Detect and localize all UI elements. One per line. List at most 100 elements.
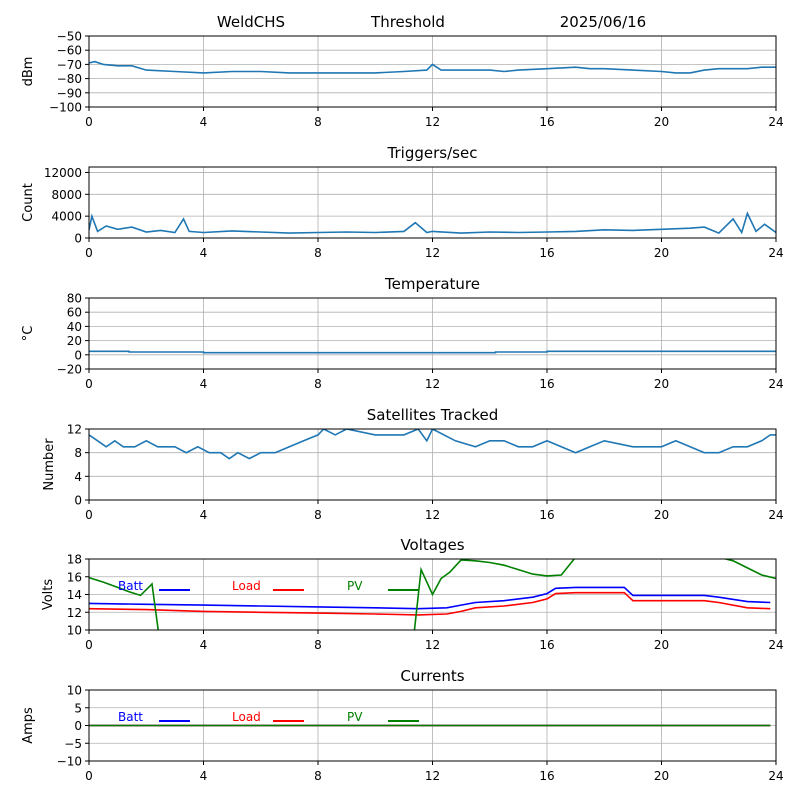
x-tick-label: 12 xyxy=(425,115,440,129)
y-tick-label: 4000 xyxy=(51,210,82,224)
series-line-signal xyxy=(89,60,776,74)
x-tick-label: 8 xyxy=(314,115,322,129)
x-tick-label: 16 xyxy=(539,246,554,260)
x-tick-label: 4 xyxy=(200,115,208,129)
x-tick-label: 24 xyxy=(768,246,783,260)
y-tick-label: 8000 xyxy=(51,188,82,202)
y-tick-label: 18 xyxy=(67,553,82,567)
panel-title: Temperature xyxy=(384,275,480,293)
y-tick-label: 40 xyxy=(67,320,82,334)
y-tick-label: −100 xyxy=(49,101,82,115)
x-tick-label: 12 xyxy=(425,508,440,522)
x-tick-label: 8 xyxy=(314,377,322,391)
y-tick-label: −80 xyxy=(57,72,82,86)
y-tick-label: −70 xyxy=(57,58,82,72)
y-tick-label: 14 xyxy=(67,588,82,602)
y-tick-label: −10 xyxy=(57,755,82,769)
x-tick-label: 24 xyxy=(768,769,783,783)
x-tick-label: 20 xyxy=(654,377,669,391)
y-tick-label: 0 xyxy=(74,232,82,246)
y-tick-label: 80 xyxy=(67,292,82,306)
y-tick-label: 12000 xyxy=(44,166,82,180)
legend-label-load: Load xyxy=(232,710,261,724)
y-tick-label: 10 xyxy=(67,624,82,638)
y-tick-label: 16 xyxy=(67,570,82,584)
x-tick-label: 4 xyxy=(200,246,208,260)
legend-label-batt: Batt xyxy=(118,710,143,724)
y-axis-label: Count xyxy=(21,183,36,222)
header-station: WeldCHS xyxy=(217,13,285,31)
x-tick-label: 20 xyxy=(654,638,669,652)
series-line-batt xyxy=(89,586,771,610)
y-tick-label: 0 xyxy=(74,494,82,508)
series-line-satellites xyxy=(89,429,776,460)
x-tick-label: 0 xyxy=(85,769,93,783)
x-tick-label: 4 xyxy=(200,638,208,652)
x-tick-label: 0 xyxy=(85,246,93,260)
x-tick-label: 20 xyxy=(654,115,669,129)
x-tick-label: 0 xyxy=(85,508,93,522)
y-tick-label: 0 xyxy=(74,348,82,362)
legend-label-batt: Batt xyxy=(118,579,143,593)
x-tick-label: 8 xyxy=(314,246,322,260)
panel-voltages: 0 4 8 12 16 20 24 10 12 14 16 18 Voltages Volts Batt Lo… xyxy=(41,536,784,652)
x-tick-label: 12 xyxy=(425,769,440,783)
x-tick-label: 8 xyxy=(314,769,322,783)
x-tick-label: 12 xyxy=(425,377,440,391)
y-tick-label: −60 xyxy=(57,44,82,58)
x-tick-label: 12 xyxy=(425,246,440,260)
x-tick-label: 24 xyxy=(768,638,783,652)
series-line-triggers xyxy=(89,211,776,235)
y-tick-label: −50 xyxy=(57,30,82,44)
header-date: 2025/06/16 xyxy=(560,13,646,31)
x-tick-label: 16 xyxy=(539,508,554,522)
x-tick-label: 8 xyxy=(314,508,322,522)
legend-label-pv: PV xyxy=(347,710,363,724)
y-tick-label: 12 xyxy=(67,606,82,620)
x-tick-label: 20 xyxy=(654,508,669,522)
x-tick-label: 16 xyxy=(539,638,554,652)
y-axis-label: Amps xyxy=(21,707,36,744)
panel-title: Satellites Tracked xyxy=(367,406,498,424)
x-tick-label: 24 xyxy=(768,377,783,391)
panel-currents: 0 4 8 12 16 20 24 −10 −5 0 5 10 Currents Amps Batt Load… xyxy=(21,667,784,783)
y-tick-label: 0 xyxy=(74,719,82,733)
x-tick-label: 8 xyxy=(314,638,322,652)
y-tick-label: −90 xyxy=(57,86,82,100)
x-tick-label: 24 xyxy=(768,115,783,129)
y-axis-label: dBm xyxy=(21,57,36,87)
x-tick-label: 24 xyxy=(768,508,783,522)
y-tick-label: 12 xyxy=(67,423,82,437)
y-tick-label: 5 xyxy=(74,701,82,715)
panel-triggers: 0 4 8 12 16 20 24 0 4000 8000 12000 Triggers/sec Cou… xyxy=(21,144,784,260)
x-tick-label: 4 xyxy=(200,508,208,522)
x-tick-label: 20 xyxy=(654,769,669,783)
x-tick-label: 0 xyxy=(85,638,93,652)
panel-title: Currents xyxy=(400,667,464,685)
y-axis-label: Volts xyxy=(41,579,56,611)
series-line-pv xyxy=(89,559,776,630)
x-tick-label: 4 xyxy=(200,769,208,783)
y-tick-label: 20 xyxy=(67,334,82,348)
y-tick-label: 10 xyxy=(67,684,82,698)
x-tick-label: 4 xyxy=(200,377,208,391)
x-tick-label: 20 xyxy=(654,246,669,260)
series-line-temperature xyxy=(89,350,776,354)
x-tick-label: 12 xyxy=(425,638,440,652)
panel-satellites: 0 4 8 12 16 20 24 0 4 8 12 Satellites Tracked Number xyxy=(42,406,784,522)
legend-label-pv: PV xyxy=(347,579,363,593)
x-tick-label: 0 xyxy=(85,115,93,129)
y-tick-label: 8 xyxy=(74,446,82,460)
y-axis-label: °C xyxy=(21,326,36,342)
panel-title: Triggers/sec xyxy=(387,144,478,162)
y-tick-label: −5 xyxy=(64,737,82,751)
panel-title: Voltages xyxy=(400,536,464,554)
x-tick-label: 16 xyxy=(539,115,554,129)
header-mode: Threshold xyxy=(370,13,445,31)
x-tick-label: 16 xyxy=(539,769,554,783)
y-tick-label: −20 xyxy=(57,363,82,377)
y-axis-label: Number xyxy=(42,438,57,491)
